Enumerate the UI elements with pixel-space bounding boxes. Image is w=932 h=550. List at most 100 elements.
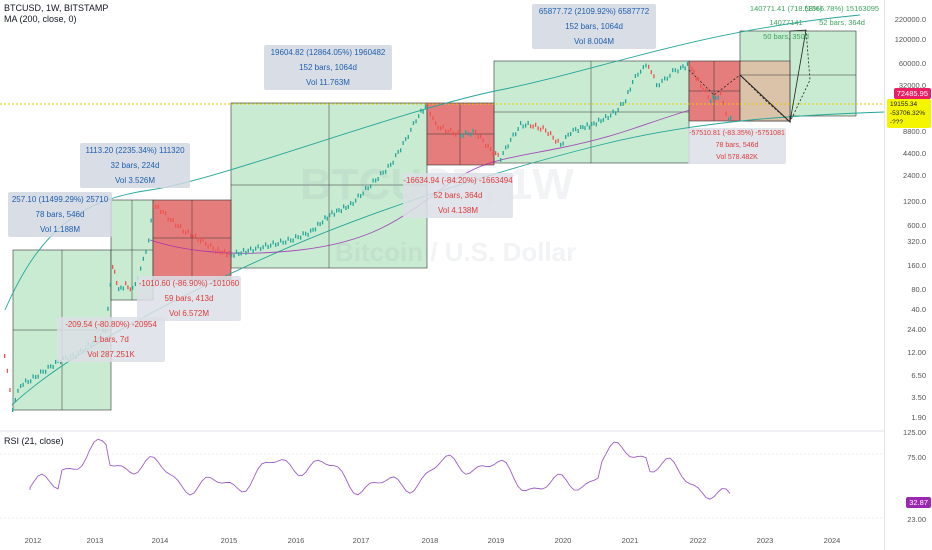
price-candle [32,374,34,379]
price-candle [387,163,389,168]
price-scale-label: 1200.0 [903,197,926,206]
price-scale-label: 600.0 [907,221,926,230]
measure-box-4[interactable]: 65877.72 (2109.92%) 6587772 152 bars, 10… [532,4,656,49]
price-candle [617,107,619,112]
price-candle [360,194,362,199]
price-candle [705,88,707,93]
price-candle [207,244,209,249]
ma-indicator-label[interactable]: MA (200, close, 0) [4,14,77,24]
measure-box-9[interactable]: 140771.41 (718.58%) 14077141 50 bars, 35… [738,2,834,44]
price-candle [598,117,600,122]
price-candle [180,224,182,229]
measure-volume: Vol 1.188M [39,225,81,234]
price-candle [392,160,394,165]
price-candle [192,235,194,239]
price-candle [125,281,127,286]
measure-box-2[interactable]: 1113.20 (2235.34%) 111320 32 bars, 224d … [80,143,190,188]
price-candle [490,147,492,152]
price-candle [642,65,644,69]
price-candle [710,99,712,104]
time-axis-label: 2020 [554,536,572,545]
price-scale-label: 1.90 [911,413,926,422]
price-candle [507,144,509,149]
price-candle [418,114,420,119]
time-axis-label: 2015 [220,536,238,545]
price-scale[interactable]: 220000.0120000.060000.032000.016000.0880… [884,0,932,550]
price-candle [410,127,412,132]
measure-volume: Vol 287.251K [87,350,135,359]
time-axis-label: 2024 [823,536,841,545]
measure-box-1[interactable]: 257.10 (11499.29%) 25710 78 bars, 546d V… [8,192,112,237]
measure-volume: Vol 4.138M [437,206,479,215]
symbol-header[interactable]: BTCUSD, 1W, BITSTAMP [4,3,109,13]
time-axis-label: 2022 [689,536,707,545]
price-candle [235,249,238,254]
price-candle [580,125,582,130]
rsi-scale-label: 23.00 [907,515,926,524]
price-candle [132,286,134,290]
price-scale-label: 2400.0 [903,171,926,180]
price-candle [231,253,233,257]
price-candle [462,134,464,138]
price-candle [14,397,16,402]
price-candle [226,253,228,258]
price-candle [162,210,164,215]
price-candle [272,240,274,245]
measure-change: 65877.72 (2109.92%) 6587772 [538,7,650,16]
measure-change: (1066.78%) 15163095 [804,4,880,13]
price-candle [157,204,159,209]
price-candle [465,130,467,135]
time-axis[interactable]: 2012 2013 2014 2015 2016 2017 2018 2019 2020 2021… [0,536,885,550]
price-candle [260,247,262,252]
measure-box-5[interactable]: -209.54 (-80.80%) -20954 1 bars, 7d Vol … [57,317,165,362]
time-axis-label: 2017 [352,536,370,545]
rsi-indicator-label[interactable]: RSI (21, close) [4,436,64,446]
price-candle [55,360,57,364]
price-candle [640,69,642,74]
measure-box-7[interactable]: -16634.94 (-84.20%) -1663494 52 bars, 36… [403,173,513,218]
price-candle [475,129,477,134]
price-candle [691,67,693,72]
price-candle [472,128,474,133]
price-candle [686,61,689,66]
price-candle [324,215,326,220]
price-candle [550,131,552,136]
price-candle [717,95,719,100]
price-candle [221,250,224,255]
price-candle [326,216,328,221]
measure-box-6[interactable]: -1010.60 (-86.90%) -101060 59 bars, 413d… [137,276,241,321]
measure-bars: 152 bars, 1064d [565,22,623,31]
price-candle [570,132,572,136]
price-candle [517,127,519,131]
price-candle [615,111,617,116]
price-candle [637,72,639,77]
price-candle [535,122,537,127]
price-candle [395,153,397,158]
price-candle [275,242,277,247]
price-candle [35,375,37,379]
price-candle [215,249,217,254]
price-candle [242,247,245,252]
price-candle [722,101,724,105]
measure-bars: 1 bars, 7d [93,335,129,344]
price-candle [460,133,462,138]
price-candle [650,70,652,75]
time-axis-label: 2023 [756,536,774,545]
price-candle [682,64,684,69]
price-candle [52,364,54,369]
price-candle [375,178,377,183]
price-candle [4,354,6,358]
measure-box-8[interactable]: -57510.81 (-83.35%) -5751081 78 bars, 54… [688,128,786,164]
price-candle [302,231,304,236]
price-candle [287,236,289,241]
price-candle [185,230,187,235]
measure-box-3[interactable]: 19604.82 (12864.05%) 1960482 152 bars, 1… [264,45,392,90]
price-scale-label: 6.50 [911,371,926,380]
price-candle [440,126,442,131]
price-candle [370,184,372,189]
measure-box-10[interactable]: (1066.78%) 15163095 52 bars, 364d [800,2,884,30]
price-candle [424,104,427,109]
price-candle [407,135,409,139]
price-candle [270,243,272,248]
